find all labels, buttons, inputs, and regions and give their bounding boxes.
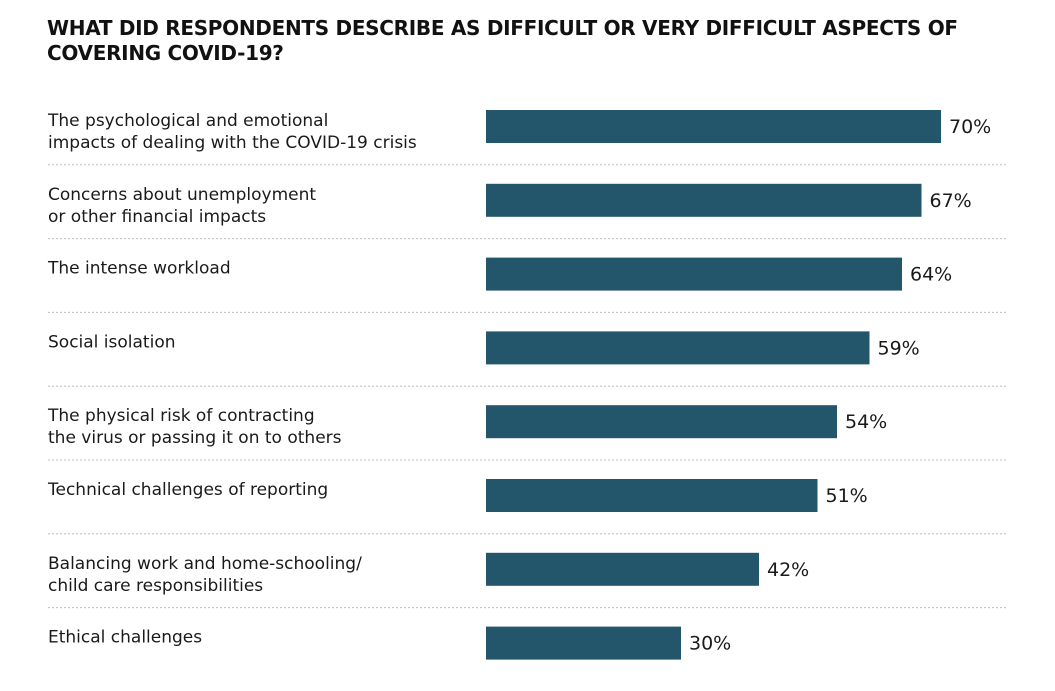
category-label-line: Technical challenges of reporting bbox=[47, 480, 328, 500]
value-label: 54% bbox=[845, 411, 887, 433]
bar bbox=[486, 331, 870, 365]
category-label-line: the virus or passing it on to others bbox=[48, 428, 342, 448]
category-label: Balancing work and home-schooling/child … bbox=[48, 554, 362, 596]
value-label: 70% bbox=[949, 116, 991, 138]
bar bbox=[486, 626, 681, 660]
value-label: 67% bbox=[930, 190, 972, 212]
category-label-line: or other financial impacts bbox=[48, 207, 266, 227]
category-label: Ethical challenges bbox=[48, 628, 202, 648]
value-label: 42% bbox=[767, 559, 809, 581]
category-label-line: Concerns about unemployment bbox=[48, 185, 316, 205]
category-label-line: impacts of dealing with the COVID-19 cri… bbox=[48, 133, 417, 153]
bar bbox=[486, 257, 902, 291]
chart-title: WHAT DID RESPONDENTS DESCRIBE AS DIFFICU… bbox=[47, 16, 958, 65]
bar bbox=[486, 183, 922, 217]
value-label: 30% bbox=[689, 633, 731, 655]
category-label-line: Social isolation bbox=[48, 332, 176, 352]
bar bbox=[486, 405, 837, 439]
category-label-line: Balancing work and home-schooling/ bbox=[48, 554, 362, 574]
bar bbox=[486, 110, 941, 143]
category-label: Technical challenges of reporting bbox=[47, 480, 328, 500]
category-label-line: Ethical challenges bbox=[48, 628, 202, 648]
bar bbox=[486, 552, 759, 586]
category-label-line: The psychological and emotional bbox=[47, 111, 328, 131]
category-label: The physical risk of contracting the viru… bbox=[47, 406, 342, 448]
value-label: 51% bbox=[826, 485, 868, 507]
category-label: The psychological and emotional impacts o… bbox=[47, 111, 417, 153]
category-label: Concerns about unemployment or other fina… bbox=[48, 185, 316, 227]
category-label: The intense workload bbox=[47, 259, 231, 279]
value-label: 59% bbox=[878, 337, 920, 359]
category-label: Social isolation bbox=[48, 332, 176, 352]
category-label-line: The physical risk of contracting bbox=[47, 406, 315, 426]
category-label-line: The intense workload bbox=[47, 259, 231, 279]
value-label: 64% bbox=[910, 264, 952, 286]
category-label-line: child care responsibilities bbox=[48, 576, 263, 596]
bar bbox=[486, 479, 818, 512]
